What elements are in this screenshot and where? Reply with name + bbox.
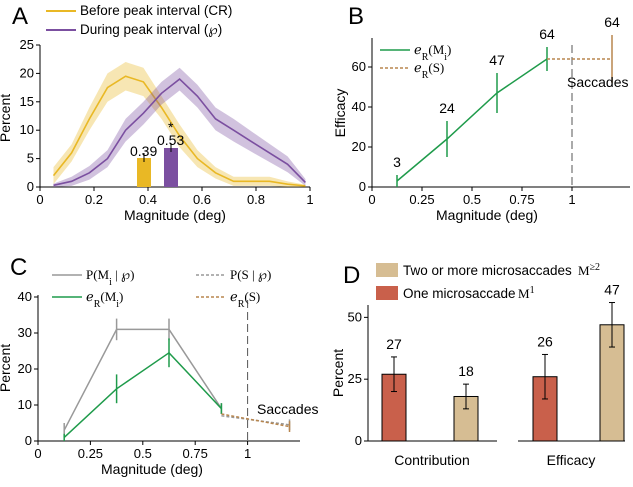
panel-b-xtick-label: 0.75 — [509, 192, 534, 207]
panel-c-saccades-label: Saccades — [257, 401, 318, 417]
panel-b-ylabel: Efficacy — [332, 89, 348, 138]
panel-d-data-label: 18 — [458, 363, 474, 379]
legend-d-single-symbol: M1 — [518, 285, 535, 302]
inset-star: * — [168, 119, 174, 135]
panel-b-xtick-label: 0.25 — [409, 192, 434, 207]
panel-a-letter: A — [12, 3, 28, 30]
panel-b-ytick-label: 20 — [352, 139, 366, 154]
legend-d-multi-symbol: M≥2 — [578, 262, 600, 279]
panel-c-line-prob-micro — [63, 328, 223, 431]
legend-c-prob-saccade: P(S | ℘) — [230, 267, 271, 282]
panel-a-ytick-label: 0 — [27, 179, 34, 194]
legend-c-efficacy-saccade: ℯR(S) — [230, 289, 260, 310]
panel-a-xtick-label: 1 — [306, 192, 313, 207]
legend-d-multi-swatch — [376, 263, 398, 277]
panel-c-xtick-label: 0.5 — [134, 446, 152, 461]
panel-d-ytick-label: 50 — [348, 309, 362, 324]
panel-d-data-label: 27 — [386, 336, 402, 352]
panel-d-data-label: 26 — [537, 333, 553, 349]
legend-d-single-label: One microsaccade — [403, 286, 516, 301]
panel-d-ytick-label: 25 — [348, 371, 362, 386]
panel-d-cat-efficacy: Efficacy — [547, 452, 596, 468]
panel-c-line-efficacy-saccade — [221, 413, 290, 428]
panel-a-ytick-label: 15 — [20, 94, 34, 109]
panel-a-ytick-label: 25 — [20, 37, 34, 52]
panel-d-letter: D — [343, 262, 360, 289]
legend-during-label: During peak interval (℘) — [80, 22, 222, 38]
inset-label-during: 0.53 — [157, 132, 184, 148]
panel-b-data-label: 3 — [393, 154, 401, 170]
panel-d-ytick-label: 0 — [355, 433, 362, 448]
panel-b-data-label-saccade: 64 — [604, 14, 620, 30]
panel-c-line-prob-saccade — [221, 415, 290, 426]
panel-c-ytick-label: 0 — [25, 433, 32, 448]
panel-b-xtick-label: 1 — [568, 192, 575, 207]
panel-b-data-label: 64 — [539, 26, 555, 42]
inset-bar-before — [137, 158, 151, 187]
panel-c-ylabel: Percent — [0, 344, 13, 392]
panel-a-xlabel: Magnitude (deg) — [124, 207, 226, 223]
inset-bar-during — [164, 148, 178, 187]
panel-d: 0 25 50 Percent 27 18 26 47 Contribution Effi… — [330, 262, 625, 468]
panel-a-band-during — [53, 67, 306, 187]
panel-b: 0 0.25 0.5 0.75 1 0 20 40 60 Magnitude (deg) Ef… — [332, 14, 630, 223]
panel-c-xtick-label: 0 — [34, 446, 41, 461]
panel-b-xlabel: Magnitude (deg) — [436, 207, 538, 223]
panel-d-cat-contribution: Contribution — [394, 452, 470, 468]
panel-a-ytick-label: 10 — [20, 122, 34, 137]
panel-b-ytick-label: 60 — [352, 59, 366, 74]
panel-a-xtick-label: 0.2 — [85, 192, 103, 207]
panel-a-xtick-label: 0.4 — [139, 192, 157, 207]
legend-d-multi-label: Two or more microsaccades — [403, 263, 572, 278]
panel-b-letter: B — [348, 3, 364, 30]
panel-c-ytick-label: 40 — [18, 289, 32, 304]
panel-a-band-before — [53, 62, 306, 187]
panel-c-xtick-label: 0.75 — [183, 446, 208, 461]
panel-a-xtick-label: 0.8 — [247, 192, 265, 207]
inset-label-before: 0.39 — [130, 143, 157, 159]
panel-b-xtick-label: 0.5 — [463, 192, 481, 207]
panel-b-data-label: 47 — [489, 52, 505, 68]
panel-c-ytick-label: 20 — [18, 361, 32, 376]
panel-b-line-micro — [396, 58, 548, 182]
legend-b-efficacy-saccade: ℯR(S) — [414, 60, 444, 81]
panel-a-line-during — [53, 78, 306, 187]
panel-d-data-label: 47 — [604, 282, 620, 298]
panel-b-xtick-label: 0 — [368, 192, 375, 207]
panel-b-ytick-label: 40 — [352, 99, 366, 114]
panel-c-line-efficacy-micro — [63, 351, 222, 438]
panel-d-ylabel: Percent — [330, 349, 346, 397]
panel-c-xlabel: Magnitude (deg) — [101, 461, 203, 477]
panel-b-data-label: 24 — [439, 100, 455, 116]
panel-c-ytick-label: 10 — [18, 397, 32, 412]
panel-b-saccades-label: Saccades — [567, 74, 628, 90]
panel-a: 0 0.2 0.4 0.6 0.8 1 0 5 10 15 20 25 Magnitude (deg… — [0, 3, 314, 223]
panel-c-xtick-label: 1 — [244, 446, 251, 461]
panel-a-xtick-label: 0.6 — [193, 192, 211, 207]
panel-a-ytick-label: 20 — [20, 65, 34, 80]
panel-b-ytick-label: 0 — [359, 179, 366, 194]
panel-a-line-before — [52, 75, 306, 187]
legend-c-efficacy-micro: ℯR(Mi) — [86, 289, 123, 310]
legend-d-single-swatch — [376, 286, 398, 300]
panel-c-letter: C — [10, 254, 27, 281]
panel-a-ytick-label: 5 — [27, 151, 34, 166]
legend-c-prob-micro: P(Mi | ℘) — [86, 267, 134, 288]
panel-a-ylabel: Percent — [0, 94, 13, 142]
panel-c-xtick-label: 0.25 — [78, 446, 103, 461]
legend-before-label: Before peak interval (CR) — [80, 3, 232, 18]
panel-c-ytick-label: 30 — [18, 325, 32, 340]
panel-a-xtick-label: 0 — [36, 192, 43, 207]
